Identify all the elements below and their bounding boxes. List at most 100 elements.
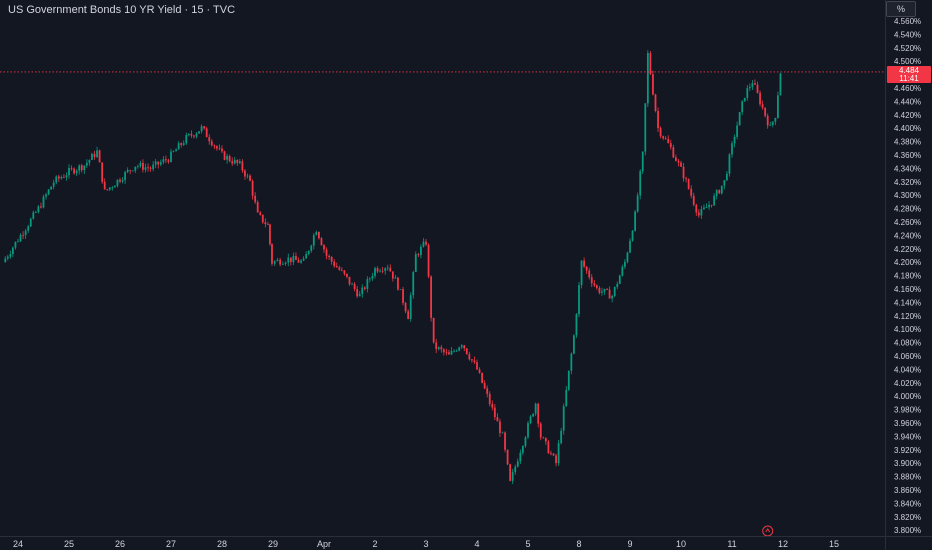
candle-body — [435, 342, 438, 350]
y-tick-label: 4.000% — [894, 392, 921, 401]
candle-body — [157, 161, 160, 165]
candle-body — [75, 170, 78, 174]
candle-body — [580, 260, 583, 286]
candle-body — [585, 266, 588, 271]
percent-scale-button[interactable]: % — [886, 1, 916, 17]
candle-body — [233, 159, 236, 164]
candle-body — [358, 294, 361, 297]
candle-body — [167, 160, 170, 162]
x-tick-label: Apr — [317, 539, 331, 549]
candle-body — [728, 154, 731, 174]
candle-body — [363, 287, 366, 289]
candle-body — [743, 97, 746, 102]
candle-body — [198, 131, 200, 134]
candle-body — [353, 283, 356, 290]
candle-body — [52, 182, 55, 187]
candle-body — [292, 255, 295, 263]
candle-body — [626, 252, 629, 262]
candle-body — [552, 453, 555, 456]
candle-body — [172, 151, 175, 152]
candle-body — [218, 148, 221, 150]
candle-body — [420, 246, 422, 256]
candle-body — [687, 179, 690, 189]
x-tick-label: 28 — [217, 539, 227, 549]
candle-body — [65, 175, 68, 178]
y-tick-label: 4.440% — [894, 97, 921, 106]
candle-body — [57, 176, 60, 179]
candle-body — [300, 260, 302, 263]
candle-body — [618, 275, 621, 284]
candle-body — [312, 235, 315, 246]
candle-body — [261, 214, 264, 223]
candle-body — [736, 125, 738, 137]
candle-body — [88, 159, 91, 163]
y-tick-label: 3.800% — [894, 526, 921, 535]
candle-body — [269, 224, 271, 245]
candle-body — [465, 348, 468, 355]
candle-body — [733, 136, 736, 144]
candle-body — [654, 94, 657, 111]
candle-body — [644, 103, 647, 152]
candle-body — [511, 472, 514, 481]
candle-body — [333, 261, 336, 267]
candle-body — [440, 347, 443, 350]
candle-body — [371, 276, 374, 279]
candle-body — [542, 437, 545, 439]
candle-body — [445, 352, 448, 353]
candle-body — [91, 153, 93, 160]
candle-body — [335, 266, 338, 268]
countdown-timer: 11:41 — [899, 74, 919, 83]
candle-body — [152, 164, 155, 170]
x-tick-label: 15 — [829, 539, 839, 549]
x-tick-label: 4 — [474, 539, 479, 549]
price-axis: 4.560%4.540%4.520%4.500%4.480%4.460%4.44… — [885, 0, 921, 550]
y-tick-label: 4.520% — [894, 44, 921, 53]
candle-body — [369, 278, 371, 280]
candle-body — [412, 271, 415, 296]
candle-body — [297, 259, 300, 263]
candle-body — [463, 345, 466, 349]
candle-body — [131, 170, 134, 172]
y-tick-label: 4.200% — [894, 258, 921, 267]
candle-body — [348, 276, 351, 285]
candle-body — [748, 86, 751, 89]
candle-body — [144, 167, 147, 170]
x-tick-label: 10 — [676, 539, 686, 549]
candle-body — [695, 204, 698, 213]
candle-body — [562, 406, 565, 431]
candle-body — [417, 254, 420, 256]
candle-body — [9, 254, 12, 257]
candle-body — [491, 404, 494, 408]
y-tick-label: 4.460% — [894, 84, 921, 93]
candle-body — [323, 245, 325, 250]
candle-body — [471, 359, 473, 361]
candle-body — [103, 181, 106, 190]
candle-body — [195, 133, 198, 137]
candle-body — [532, 413, 534, 417]
y-tick-label: 4.220% — [894, 245, 921, 254]
candle-body — [374, 268, 376, 277]
candle-body — [544, 437, 547, 442]
candle-body — [47, 189, 50, 195]
candle-body — [379, 270, 381, 272]
candle-body — [14, 241, 17, 248]
candle-body — [93, 153, 96, 158]
y-tick-label: 4.500% — [894, 57, 921, 66]
candle-body — [766, 115, 769, 126]
y-tick-label: 3.900% — [894, 459, 921, 468]
y-tick-label: 4.380% — [894, 138, 921, 147]
candle-body — [771, 121, 774, 125]
candle-body — [486, 388, 489, 394]
candle-body — [672, 147, 675, 158]
y-tick-label: 4.120% — [894, 312, 921, 321]
candle-body — [63, 177, 65, 178]
candle-body — [677, 160, 680, 163]
candle-body — [241, 161, 244, 171]
candle-body — [402, 289, 404, 303]
candle-body — [149, 168, 152, 170]
x-tick-label: 8 — [576, 539, 581, 549]
x-tick-label: 27 — [166, 539, 176, 549]
candle-body — [136, 166, 139, 167]
